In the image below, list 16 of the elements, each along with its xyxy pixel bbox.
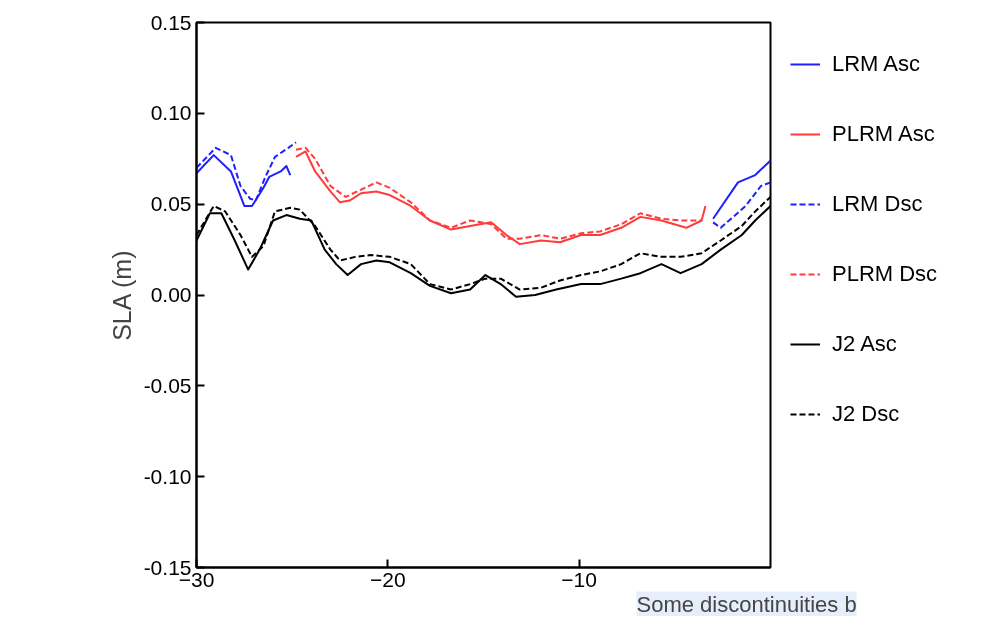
y-tick-label: 0.10 [150, 101, 192, 125]
y-tick-label: 0.05 [150, 192, 192, 216]
legend-label: PLRM Asc [832, 121, 935, 147]
legend-label: LRM Asc [832, 51, 921, 77]
legend-label: J2 Dsc [832, 401, 900, 427]
legend-label: J2 Asc [832, 331, 897, 357]
x-tick-label: −10 [561, 567, 597, 591]
y-tick-label: -0.10 [143, 464, 192, 488]
legend-label: PLRM Dsc [832, 261, 938, 287]
y-tick-label: 0.15 [150, 10, 192, 34]
y-axis-title: SLA (m) [107, 250, 136, 341]
legend-label: LRM Dsc [832, 191, 923, 217]
text: Some discontinuities b [636, 591, 857, 617]
y-tick-label: 0.00 [150, 283, 192, 306]
x-tick-label: −20 [370, 567, 406, 591]
y-tick-label: -0.05 [143, 373, 192, 397]
